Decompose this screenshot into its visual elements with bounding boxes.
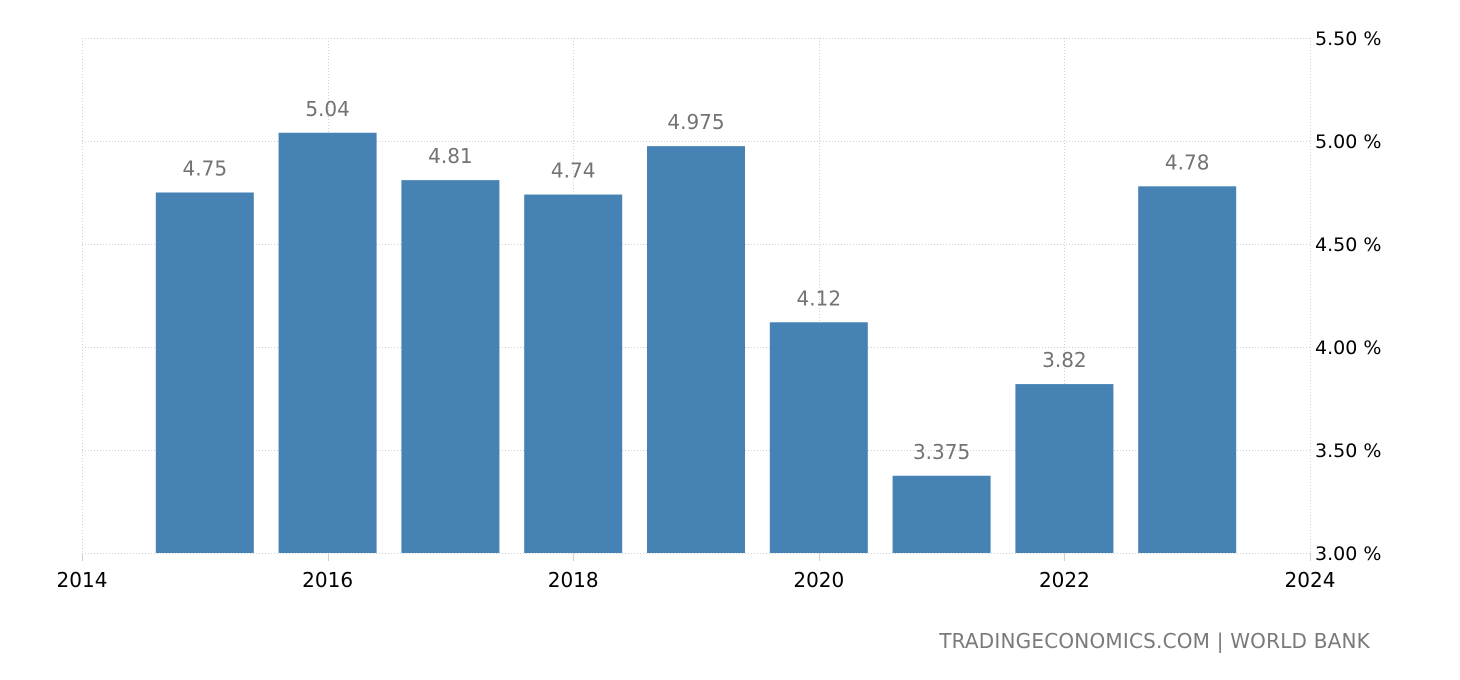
x-tick-label: 2018 xyxy=(548,568,599,592)
data-label-2018: 4.74 xyxy=(551,159,596,183)
y-tick-label: 4.50 % xyxy=(1315,234,1381,256)
bar-2017 xyxy=(401,180,500,553)
y-tick-label: 3.50 % xyxy=(1315,440,1381,462)
bar-2015 xyxy=(155,192,254,553)
y-tick-label: 5.00 % xyxy=(1315,131,1381,153)
source-attribution: TRADINGECONOMICS.COM | WORLD BANK xyxy=(939,629,1370,653)
bars xyxy=(155,132,1237,553)
bar-2022 xyxy=(1015,384,1114,553)
data-label-2020: 4.12 xyxy=(797,286,842,310)
y-tick-label: 4.00 % xyxy=(1315,337,1381,359)
bar-2020 xyxy=(769,322,868,553)
data-label-2023: 4.78 xyxy=(1165,150,1210,174)
y-axis: 5.50 % 5.00 % 4.50 % 4.00 % 3.50 % 3.00 % xyxy=(1315,28,1381,565)
bar-2021 xyxy=(892,475,991,553)
data-label-2022: 3.82 xyxy=(1042,348,1087,372)
bar-2016 xyxy=(278,132,377,553)
bar-2023 xyxy=(1138,186,1237,553)
x-tick-label: 2014 xyxy=(57,568,108,592)
data-label-2021: 3.375 xyxy=(913,440,970,464)
data-labels: 4.75 5.04 4.81 4.74 4.975 4.12 3.375 3.82 4.78 xyxy=(183,97,1210,464)
data-label-2019: 4.975 xyxy=(667,110,724,134)
bar-2019 xyxy=(647,146,745,553)
x-tick-label: 2016 xyxy=(302,568,353,592)
y-tick-label: 3.00 % xyxy=(1315,543,1381,565)
data-label-2017: 4.81 xyxy=(428,144,473,168)
x-axis: 2014 2016 2018 2020 2022 2024 xyxy=(57,553,1336,592)
y-tick-label: 5.50 % xyxy=(1315,28,1381,50)
data-label-2015: 4.75 xyxy=(183,157,228,181)
bar-2018 xyxy=(524,194,623,553)
x-tick-label: 2024 xyxy=(1285,568,1336,592)
data-label-2016: 5.04 xyxy=(305,97,350,121)
x-tick-label: 2022 xyxy=(1039,568,1090,592)
x-tick-label: 2020 xyxy=(793,568,844,592)
